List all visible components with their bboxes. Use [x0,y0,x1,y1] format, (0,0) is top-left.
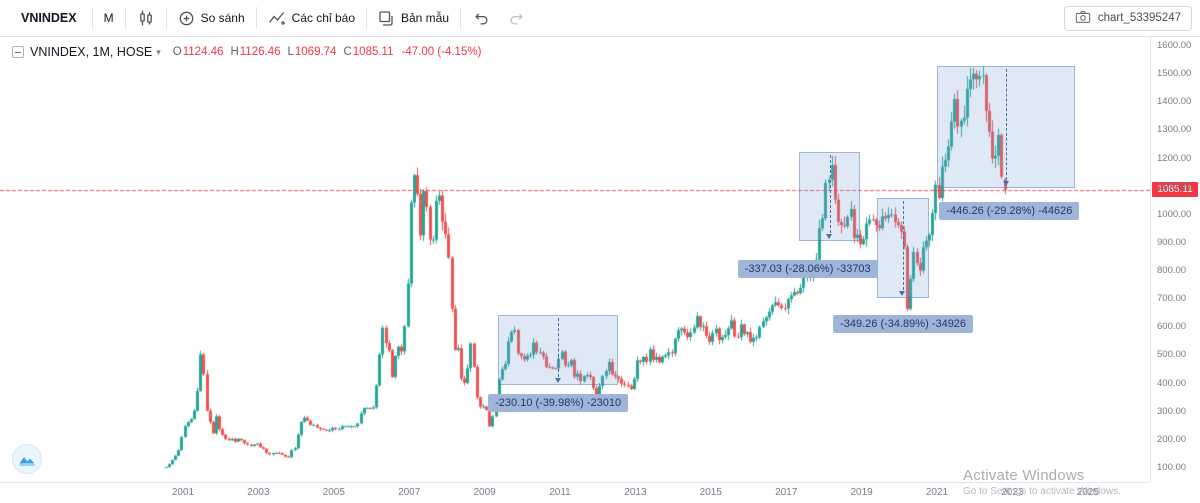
low-value: 1069.74 [294,46,337,58]
measure-arrow-dashed-line [829,154,831,233]
broker-logo-icon[interactable] [12,444,42,474]
legend-change-value: -47.00 (-4.15%) [401,46,482,58]
y-axis-tick: 1100.00 [1157,180,1191,192]
y-axis-tick: 1400.00 [1157,96,1192,108]
measure-arrow-dashed-line [1006,69,1008,181]
x-axis-tick: 2011 [549,487,571,498]
legend-collapse-icon[interactable] [12,46,24,58]
templates-button[interactable]: Bản mẫu [369,4,458,32]
x-axis-tick: 2013 [624,487,647,498]
x-axis-tick: 2001 [171,487,195,498]
measure-arrow-dashed-line [558,318,560,378]
y-axis-tick: 100.00 [1157,462,1187,473]
chart-region: -230.10 (-39.98%) -23010 -337.03 (-28.06%… [0,37,1200,503]
x-axis-tick: 2005 [322,487,345,498]
compare-plus-icon [178,10,195,27]
compare-button-label: So sánh [200,11,245,25]
toolbar-divider [124,7,126,29]
toolbar-divider [91,7,93,29]
y-axis-tick: 1200.00 [1157,152,1192,164]
y-axis-tick: 200.00 [1157,433,1187,445]
high-label: H [230,46,239,58]
compare-button[interactable]: So sánh [169,4,254,32]
templates-icon [378,10,395,27]
y-axis-tick: 700.00 [1157,293,1187,305]
measure-label[interactable]: -446.26 (-29.28%) -44626 [939,201,1080,220]
x-axis-tick: 2019 [850,487,873,498]
measure-box[interactable] [497,315,619,386]
undo-arrow-icon [472,9,490,27]
indicators-wave-icon [268,10,286,26]
close-value: 1085.11 [352,46,394,58]
measure-arrow-dashed-line [902,201,904,291]
arrow-down-icon [826,233,833,239]
undo-button[interactable] [463,4,499,32]
x-axis-tick: 2025 [1076,487,1099,498]
arrow-down-icon [899,291,906,297]
measure-box[interactable] [937,66,1076,189]
price-axis[interactable]: 1085.11 1600.00 1500.00 1400.00 1300.00 1200… [1150,37,1200,482]
toolbar-divider [460,7,462,29]
templates-button-label: Bản mẫu [401,11,450,25]
indicators-button[interactable]: Các chỉ báo [259,4,364,32]
top-toolbar: VNINDEX M [0,0,1200,37]
open-value: 1124.46 [182,46,224,58]
chart-name-label: chart_53395247 [1097,12,1181,24]
measure-label[interactable]: -230.10 (-39.98%) -23010 [488,394,629,413]
y-axis-tick: 1600.00 [1157,40,1192,51]
redo-button[interactable] [499,4,535,32]
y-axis-tick: 800.00 [1157,265,1187,277]
x-axis-tick: 2009 [473,487,496,498]
y-axis-tick: 1300.00 [1157,124,1192,136]
x-axis-tick: 2023 [1001,487,1024,498]
x-axis-tick: 2003 [247,487,270,498]
low-label: L [287,46,294,58]
measure-label[interactable]: -349.26 (-34.89%) -34926 [833,315,974,334]
toolbar-divider [255,7,257,29]
candlestick-style-icon [137,9,155,27]
y-axis-tick: 600.00 [1157,321,1187,333]
toolbar-left-group: VNINDEX M [8,0,535,36]
x-axis-tick: 2017 [775,487,798,498]
indicators-button-label: Các chỉ báo [291,11,355,25]
chevron-down-icon[interactable]: ▾ [156,46,161,57]
toolbar-divider [366,7,367,29]
interval-button[interactable]: M [95,4,123,32]
high-value: 1126.46 [239,46,281,58]
time-axis[interactable]: 2001 2003 2005 2007 2009 2011 2013 2015 2017 2019… [0,482,1150,503]
chart-style-button[interactable] [128,4,164,32]
open-label: O [172,46,182,58]
y-axis-tick: 1500.00 [1157,68,1192,80]
legend-symbol-title[interactable]: VNINDEX, 1M, HOSE [30,45,153,59]
legend-ohlc-values: O 1124.46 H 1126.46 L 1069.74 C 1085.11 [173,46,394,58]
measure-box[interactable] [799,151,860,241]
arrow-down-icon [554,378,561,384]
x-axis-tick: 2015 [699,487,722,498]
y-axis-tick: 400.00 [1157,377,1187,389]
x-axis-tick: 2007 [398,487,421,498]
y-axis-tick: 500.00 [1157,349,1187,361]
measure-box[interactable] [876,198,930,299]
x-axis-tick: 2021 [925,487,949,498]
redo-arrow-icon [508,9,526,27]
y-axis-tick: 300.00 [1157,405,1187,417]
last-price-tag: 1085.11 [1152,182,1198,198]
y-axis-tick: 1000.00 [1157,208,1192,220]
camera-icon [1075,10,1091,27]
measure-label[interactable]: -337.03 (-28.06%) -33703 [737,259,878,278]
chart-name-button[interactable]: chart_53395247 [1063,5,1192,31]
symbol-button[interactable]: VNINDEX [8,4,90,32]
close-label: C [343,46,352,58]
toolbar-right-group: chart_53395247 [1063,5,1192,31]
y-axis-tick: 900.00 [1157,236,1187,248]
toolbar-divider [165,7,167,29]
arrow-down-icon [1002,181,1009,187]
drawings-overlay: -230.10 (-39.98%) -23010 -337.03 (-28.06%… [0,37,1150,482]
